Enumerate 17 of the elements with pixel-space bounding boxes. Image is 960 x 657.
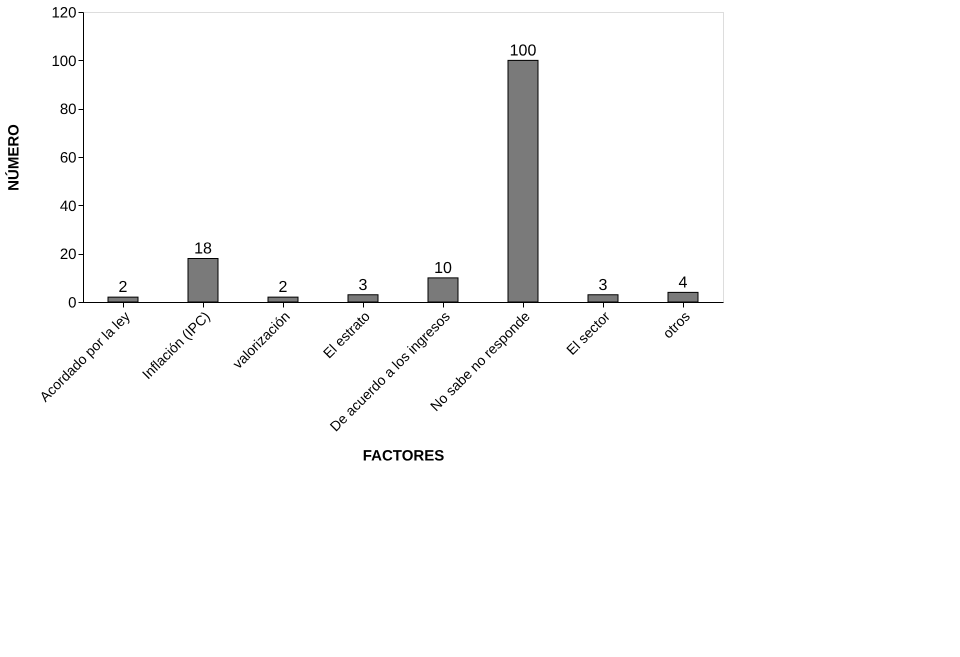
data-label: 2: [278, 279, 288, 296]
y-tick-label: 20: [60, 246, 76, 264]
y-tick-label: 80: [60, 101, 76, 118]
data-label: 18: [194, 240, 212, 258]
y-axis-title: NÚMERO: [4, 124, 22, 191]
y-tick-label: 40: [60, 198, 76, 215]
data-label: 4: [678, 274, 688, 292]
data-label: 3: [598, 276, 608, 294]
y-tick-label: 60: [60, 150, 76, 166]
y-tick-label: 120: [51, 4, 76, 22]
data-label: 2: [118, 279, 128, 296]
data-label: 3: [358, 276, 368, 294]
data-label: 100: [510, 42, 536, 60]
y-tick-label: 100: [51, 52, 76, 70]
data-label: 10: [434, 260, 452, 277]
y-tick-label: 0: [68, 294, 76, 312]
x-axis-title: FACTORES: [362, 447, 444, 464]
